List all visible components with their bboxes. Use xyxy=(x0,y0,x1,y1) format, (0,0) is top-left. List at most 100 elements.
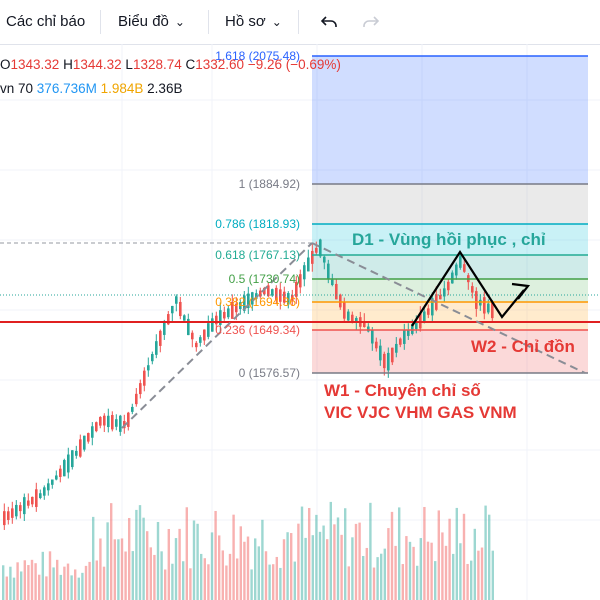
candle-body xyxy=(279,289,282,302)
undo-icon xyxy=(320,16,337,27)
volume-bar xyxy=(124,551,127,600)
candle-body xyxy=(423,311,426,322)
volume-bar xyxy=(160,551,163,600)
candle-body xyxy=(415,320,418,330)
volume-bar xyxy=(117,539,120,600)
fib-zone xyxy=(312,302,588,330)
volume-bar xyxy=(293,561,296,600)
annotation-tickers: VIC VJC VHM GAS VNM xyxy=(324,403,517,422)
candle-body xyxy=(79,439,82,457)
candle-body xyxy=(491,301,494,319)
candle-body xyxy=(319,239,322,257)
low-label: L xyxy=(125,57,133,72)
candle-body xyxy=(23,497,26,515)
candle-body xyxy=(311,250,314,264)
candle-body xyxy=(203,329,206,341)
volume-bar xyxy=(480,547,484,600)
fib-zone xyxy=(312,56,588,184)
chart-menu-label: Biểu đồ xyxy=(118,13,169,30)
volume-bar xyxy=(300,506,304,600)
volume-bar xyxy=(210,532,214,600)
chart-menu-button[interactable]: Biểu đồ ⌄ xyxy=(118,0,185,44)
toolbar-divider xyxy=(100,10,101,34)
volume-bar xyxy=(23,560,26,600)
candle-body xyxy=(439,295,442,300)
volume-bar xyxy=(297,523,300,600)
volume-bar xyxy=(466,563,469,600)
candle-body xyxy=(283,291,286,303)
candle-body xyxy=(451,272,454,284)
candle-body xyxy=(95,422,98,432)
candle-body xyxy=(471,286,474,293)
volume-bar xyxy=(394,545,397,600)
candle-body xyxy=(315,247,318,253)
candle-body xyxy=(171,305,174,314)
change-value: −9.26 (−0.69%) xyxy=(247,57,341,72)
volume-bar xyxy=(178,528,181,600)
candle-body xyxy=(27,500,30,506)
volume-bar xyxy=(135,509,138,600)
candle-body xyxy=(487,303,490,313)
annotation-w2: W2 - Chỉ đồn xyxy=(471,337,575,356)
trend-line-down xyxy=(311,242,586,374)
volume-bar xyxy=(275,556,278,600)
volume-bar xyxy=(423,506,426,600)
candle-body xyxy=(459,256,462,268)
close-label: C xyxy=(185,57,196,72)
volume-bar xyxy=(358,522,361,600)
volume-bar xyxy=(279,567,282,600)
candle-body xyxy=(219,310,222,325)
candle-body xyxy=(87,433,90,442)
profile-menu-label: Hồ sơ xyxy=(225,13,266,30)
candle-body xyxy=(343,302,346,319)
candle-body xyxy=(139,383,142,395)
candle-body xyxy=(103,415,106,426)
indicators-button[interactable]: Các chỉ báo xyxy=(6,0,85,44)
volume-bar xyxy=(142,517,145,600)
volume-bar xyxy=(419,538,422,600)
volume-bar xyxy=(12,577,16,600)
volume-bar xyxy=(156,521,160,600)
volume-bar xyxy=(365,547,368,600)
profile-menu-button[interactable]: Hồ sơ ⌄ xyxy=(225,0,282,44)
candle-body xyxy=(375,341,378,349)
candle-body xyxy=(175,296,178,304)
indicators-label: Các chỉ báo xyxy=(6,13,86,30)
candle-body xyxy=(335,283,338,300)
candle-body xyxy=(207,323,210,337)
candle-body xyxy=(75,450,78,456)
volume-bar xyxy=(174,538,178,600)
volume-bar xyxy=(311,535,314,600)
volume-bar xyxy=(221,550,224,600)
candle-body xyxy=(427,308,430,315)
candle-body xyxy=(83,435,86,450)
volume-bar xyxy=(347,566,350,600)
volume-bar xyxy=(38,574,41,600)
volume-bar xyxy=(282,539,286,600)
redo-button[interactable] xyxy=(360,11,382,33)
price-chart[interactable]: 1.618 (2075.48) 1 (1884.92) 0.786 (1818.93… xyxy=(0,44,600,600)
candle-body xyxy=(199,337,202,343)
candle-body xyxy=(215,315,218,325)
close-value: 1332.60 xyxy=(195,57,245,72)
candle-body xyxy=(111,415,114,430)
high-value: 1344.32 xyxy=(72,57,122,72)
undo-button[interactable] xyxy=(318,11,340,33)
volume-bar xyxy=(192,520,196,600)
volume-bar xyxy=(228,553,232,600)
toolbar-divider xyxy=(208,10,209,34)
candle-body xyxy=(347,311,350,321)
volume-value-3: 2.36B xyxy=(147,81,183,96)
fib-level-label: 0.786 (1818.93) xyxy=(215,217,300,231)
volume-bar xyxy=(70,575,73,600)
fib-zone xyxy=(312,279,588,302)
volume-bar xyxy=(203,558,206,600)
candle-body xyxy=(107,415,110,428)
volume-bar xyxy=(218,535,221,600)
volume-bar xyxy=(41,551,44,600)
volume-bar xyxy=(362,555,365,600)
candle-body xyxy=(195,342,198,348)
candle-body xyxy=(19,505,22,512)
candle-body xyxy=(167,314,170,325)
volume-bar xyxy=(340,534,343,600)
